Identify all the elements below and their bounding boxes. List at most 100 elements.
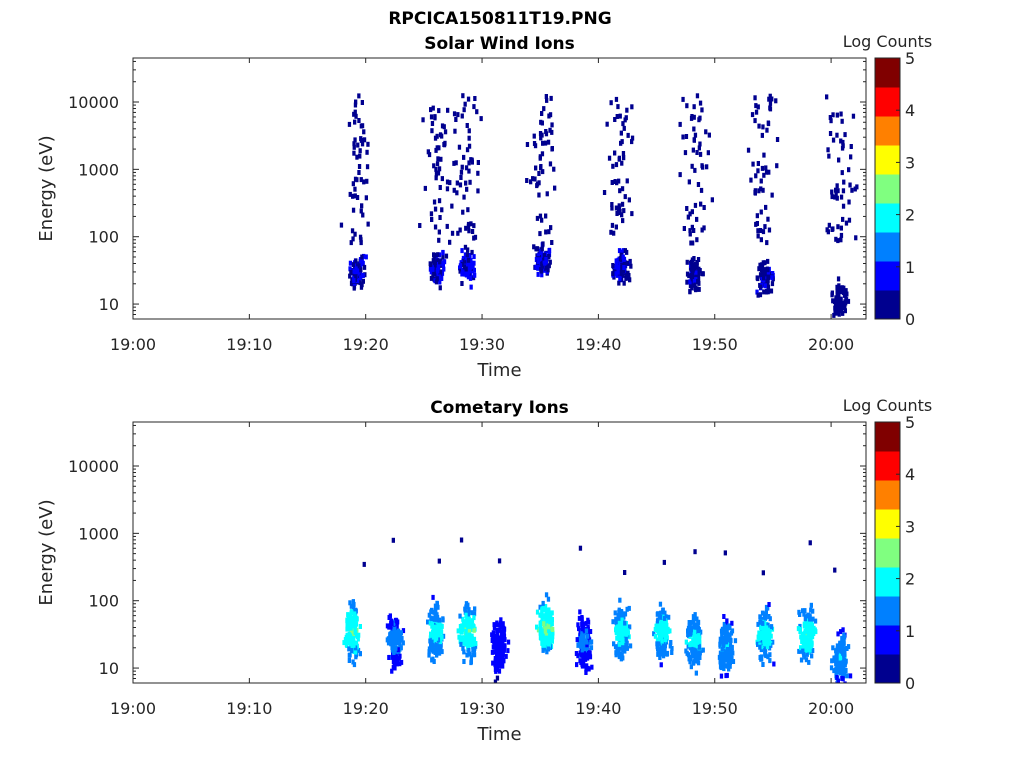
ion-pixel — [805, 619, 809, 625]
ion-pixel — [759, 617, 763, 623]
ion-pixel — [621, 637, 625, 643]
noise-pixel — [754, 103, 758, 109]
ion-pixel — [844, 288, 848, 294]
noise-pixel — [618, 113, 622, 119]
ion-pixel — [808, 647, 812, 653]
ion-pixel — [684, 639, 688, 645]
ion-pixel — [843, 668, 847, 674]
ion-pixel — [350, 628, 354, 634]
noise-pixel — [355, 195, 360, 200]
ion-pixel — [358, 651, 362, 657]
noise-pixel — [690, 163, 694, 169]
ion-pixel — [467, 261, 471, 267]
ion-pixel — [755, 275, 759, 281]
noise-pixel — [360, 100, 364, 105]
ion-pixel — [696, 257, 701, 262]
noise-pixel — [841, 203, 846, 209]
x-tick-label: 19:40 — [575, 335, 621, 354]
ion-pixel — [664, 626, 668, 632]
ion-pixel — [659, 662, 663, 668]
ion-pixel — [495, 628, 499, 633]
ion-pixel — [689, 620, 693, 626]
ion-pixel — [797, 609, 801, 615]
noise-pixel — [456, 112, 460, 118]
ion-pixel — [458, 638, 462, 644]
noise-pixel — [695, 150, 699, 155]
ion-pixel — [506, 639, 511, 645]
noise-pixel — [835, 183, 839, 189]
ion-pixel — [846, 298, 851, 304]
noise-pixel — [440, 176, 444, 182]
ion-pixel — [536, 627, 541, 633]
ion-pixel — [694, 670, 698, 676]
ion-pixel — [690, 257, 695, 263]
colorbar-tick-label: 1 — [905, 622, 915, 641]
ion-pixel — [726, 662, 730, 668]
ion-pixel — [693, 261, 697, 267]
noise-pixel — [552, 166, 556, 172]
noise-pixel — [455, 190, 459, 196]
noise-pixel — [438, 185, 442, 190]
ion-pixel — [765, 635, 769, 641]
noise-pixel — [452, 187, 456, 193]
ion-pixel — [729, 630, 734, 636]
ion-pixel — [799, 634, 803, 640]
ion-pixel — [429, 275, 434, 281]
ion-pixel — [441, 617, 445, 623]
noise-pixel — [358, 234, 363, 240]
noise-pixel — [756, 104, 760, 110]
ion-pixel — [437, 262, 441, 267]
noise-pixel — [850, 187, 854, 193]
ion-pixel — [615, 635, 619, 641]
ion-pixel — [536, 271, 540, 277]
ion-pixel — [431, 266, 435, 272]
noise-pixel — [626, 132, 630, 138]
noise-pixel — [774, 98, 778, 104]
ion-pixel — [465, 652, 469, 658]
ion-pixel — [730, 648, 734, 654]
ion-pixel — [763, 267, 768, 273]
noise-pixel — [759, 237, 763, 243]
ion-pixel — [840, 301, 845, 306]
noise-pixel — [354, 99, 358, 105]
noise-pixel — [534, 165, 538, 171]
ion-pixel — [692, 660, 696, 666]
ion-pixel — [838, 298, 843, 303]
x-tick-label: 19:00 — [110, 335, 156, 354]
noise-pixel — [692, 137, 696, 143]
ion-pixel — [494, 642, 498, 648]
ion-pixel — [619, 252, 623, 258]
x-axis-label: Time — [476, 360, 521, 381]
ion-pixel — [542, 633, 546, 639]
ion-pixel — [805, 623, 809, 629]
data-marks — [339, 93, 859, 318]
ion-pixel — [588, 629, 593, 634]
noise-pixel — [759, 209, 763, 215]
ion-pixel — [499, 639, 503, 645]
noise-pixel — [765, 240, 769, 246]
ion-pixel — [435, 276, 439, 282]
noise-pixel — [839, 111, 843, 117]
noise-pixel — [550, 129, 554, 135]
noise-pixel — [550, 146, 554, 152]
noise-pixel — [467, 168, 471, 174]
ion-pixel — [491, 644, 495, 650]
ion-pixel — [472, 254, 476, 260]
ion-pixel — [725, 629, 729, 635]
noise-pixel — [610, 222, 615, 228]
ion-pixel — [348, 613, 353, 619]
ion-pixel — [655, 618, 660, 624]
ion-pixel — [835, 302, 839, 308]
ion-pixel — [359, 267, 363, 273]
colorbar-segment — [875, 116, 900, 146]
ion-pixel — [772, 661, 776, 667]
ion-pixel — [577, 626, 581, 632]
ion-pixel — [619, 623, 624, 629]
ion-pixel — [461, 619, 466, 625]
noise-pixel — [705, 164, 709, 170]
ion-pixel — [471, 647, 475, 652]
ion-pixel — [468, 265, 472, 271]
noise-pixel — [470, 229, 475, 234]
ion-pixel — [468, 253, 472, 259]
ion-pixel — [399, 630, 403, 636]
